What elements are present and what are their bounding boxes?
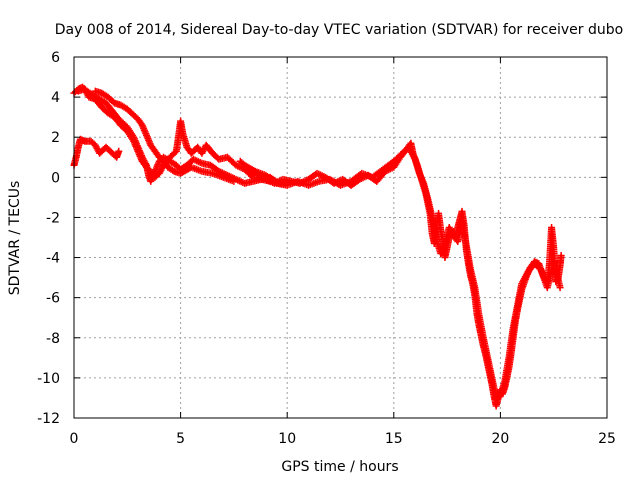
y-tick-label: 2 <box>51 130 60 146</box>
y-tick-label: 0 <box>51 170 60 186</box>
x-tick-label: 15 <box>385 431 403 447</box>
x-tick-label: 5 <box>176 431 185 447</box>
y-tick-label: 4 <box>51 90 60 106</box>
data-point <box>115 147 123 155</box>
data-point <box>557 252 565 260</box>
data-point <box>230 177 238 185</box>
y-tick-label: -4 <box>46 251 60 267</box>
x-tick-label: 20 <box>491 431 509 447</box>
plot-frame <box>73 56 608 419</box>
y-axis-ticks: -12 -10 -8 -6 -4 -2 0 2 4 6 <box>37 50 607 427</box>
x-tick-label: 25 <box>598 431 616 447</box>
x-tick-label: 0 <box>70 431 79 447</box>
x-tick-label: 10 <box>278 431 296 447</box>
y-tick-label: -8 <box>46 331 60 347</box>
y-tick-label: 6 <box>51 50 60 66</box>
x-axis-label: GPS time / hours <box>281 459 398 475</box>
data-series <box>70 83 565 410</box>
data-point <box>556 284 564 292</box>
y-tick-label: -2 <box>46 210 60 226</box>
y-axis-label: SDTVAR / TECUs <box>7 181 23 296</box>
x-axis-ticks: 0 5 10 15 20 25 <box>70 57 616 447</box>
data-point <box>271 178 279 186</box>
data-point <box>250 166 258 174</box>
y-tick-label: -6 <box>46 291 60 307</box>
y-tick-label: -12 <box>37 411 60 427</box>
chart-title: Day 008 of 2014, Sidereal Day-to-day VTE… <box>55 22 623 38</box>
y-tick-label: -10 <box>37 371 60 387</box>
grid-lines <box>74 57 607 418</box>
